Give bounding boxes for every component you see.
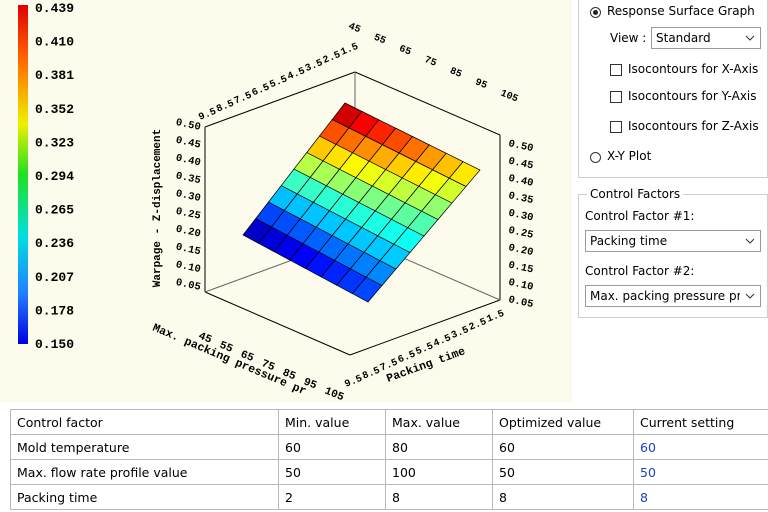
surface-cell <box>448 161 481 187</box>
checkbox[interactable] <box>610 91 622 103</box>
colorbar-label: 0.410 <box>35 35 74 50</box>
tick-label: 0.25 <box>507 225 534 242</box>
table-cell: 60 <box>633 434 768 460</box>
graph-options: Response Surface Graph View : Standard I… <box>578 0 768 178</box>
table-cell: 8 <box>633 484 768 510</box>
colorbar-label: 0.439 <box>35 1 74 16</box>
table-cell: 50 <box>492 459 634 485</box>
table-cell: Max. flow rate profile value <box>10 459 279 485</box>
tick-label: 0.20 <box>507 242 534 259</box>
checkbox-label[interactable]: Isocontours for X-Axis <box>628 62 759 76</box>
z-axis-title: Warpage - Z-displacement <box>152 129 164 287</box>
factor-select[interactable]: Max. packing pressure pr <box>585 285 761 307</box>
table-cell: 50 <box>278 459 386 485</box>
tick-label: 65 <box>397 44 412 59</box>
table-row: Mold temperature 60 80 60 60 <box>10 434 768 460</box>
table-cell: Packing time <box>10 484 279 510</box>
tick-label: 0.50 <box>507 138 534 155</box>
tick-label: 0.10 <box>175 259 202 276</box>
select-value: Packing time <box>590 234 668 248</box>
checkbox-label[interactable]: Isocontours for Y-Axis <box>628 89 757 103</box>
colorbar-label: 0.236 <box>35 236 74 251</box>
tick-label: 55 <box>372 33 387 48</box>
factor-select[interactable]: Packing time <box>585 230 761 252</box>
table-cell: 60 <box>278 434 386 460</box>
table-cell: 2 <box>278 484 386 510</box>
factor-label: Control Factor #1: <box>585 209 695 223</box>
tick-label: 75 <box>260 358 277 374</box>
view-label: View : <box>610 31 647 45</box>
tick-label: 0.50 <box>175 117 202 134</box>
factor-table: Control factor Min. value Max. value Optimi… <box>10 409 768 510</box>
table-cell: Mold temperature <box>10 434 279 460</box>
tick-label: 0.05 <box>507 294 534 311</box>
tick-label: 0.45 <box>507 156 534 173</box>
chevron <box>745 293 755 299</box>
chevron <box>745 238 755 244</box>
graph-area: Warpage - Z-displacement Max. packing pr… <box>0 0 572 402</box>
colorbar-label: 0.294 <box>35 169 74 184</box>
factor-label: Control Factor #2: <box>585 264 695 278</box>
view-select[interactable]: Standard <box>651 27 761 49</box>
tick-label: 0.20 <box>175 224 202 241</box>
colorbar-label: 0.178 <box>35 303 74 318</box>
radio-button[interactable] <box>590 152 601 163</box>
radio-button[interactable] <box>590 7 601 18</box>
column-header: Control factor <box>10 409 279 435</box>
table-row: Packing time 2 8 8 8 <box>10 484 768 510</box>
radio-label[interactable]: X-Y Plot <box>607 149 652 163</box>
tick-label: 0.35 <box>507 190 534 207</box>
column-header: Optimized value <box>492 409 634 435</box>
tick-label: 95 <box>473 77 488 92</box>
tick-label: 85 <box>448 66 463 81</box>
select-value: Standard <box>656 31 711 45</box>
tick-label: 75 <box>423 55 438 70</box>
tick-label: 85 <box>281 367 298 383</box>
table-cell: 8 <box>492 484 634 510</box>
tick-label: 65 <box>239 349 256 365</box>
colorbar-label: 0.265 <box>35 203 74 218</box>
control-factors-group: Control Factors Control Factor #1: Packi… <box>578 187 768 318</box>
tick-label: 0.25 <box>175 206 202 223</box>
tick-label: 45 <box>197 331 214 347</box>
tick-label: 0.05 <box>175 277 202 294</box>
table-row: Max. flow rate profile value 50 100 50 50 <box>10 459 768 485</box>
table-cell: 8 <box>385 484 493 510</box>
radio-label[interactable]: Response Surface Graph <box>607 4 755 18</box>
table-cell: 60 <box>492 434 634 460</box>
colorbar-label: 0.381 <box>35 68 74 83</box>
colorbar-label: 0.323 <box>35 135 74 150</box>
tick-label: 55 <box>218 340 235 356</box>
tick-label: 95 <box>302 376 319 392</box>
column-header: Current setting <box>633 409 768 435</box>
tick-label: 0.40 <box>175 152 202 169</box>
table-cell: 100 <box>385 459 493 485</box>
checkbox[interactable] <box>610 64 622 76</box>
tick-label: 45 <box>347 22 362 37</box>
chevron <box>745 35 755 41</box>
group-title: Control Factors <box>587 187 684 201</box>
colorbar <box>18 5 28 344</box>
select-value: Max. packing pressure pr <box>590 289 740 303</box>
checkbox-label[interactable]: Isocontours for Z-Axis <box>628 119 759 133</box>
tick-label: 0.30 <box>175 188 202 205</box>
tick-label: 0.15 <box>507 260 534 277</box>
table-cell: 80 <box>385 434 493 460</box>
tick-label: 0.10 <box>507 277 534 294</box>
checkbox[interactable] <box>610 121 622 133</box>
column-header: Min. value <box>278 409 386 435</box>
colorbar-label: 0.150 <box>35 337 74 352</box>
tick-label: 0.15 <box>175 241 202 258</box>
table-header: Control factor Min. value Max. value Optimi… <box>10 409 768 435</box>
tick-label: 0.45 <box>175 135 202 152</box>
tick-label: 0.35 <box>175 170 202 187</box>
column-header: Max. value <box>385 409 493 435</box>
tick-label: 0.30 <box>507 208 534 225</box>
tick-label: 0.40 <box>507 173 534 190</box>
table-cell: 50 <box>633 459 768 485</box>
colorbar-label: 0.352 <box>35 102 74 117</box>
colorbar-label: 0.207 <box>35 270 74 285</box>
